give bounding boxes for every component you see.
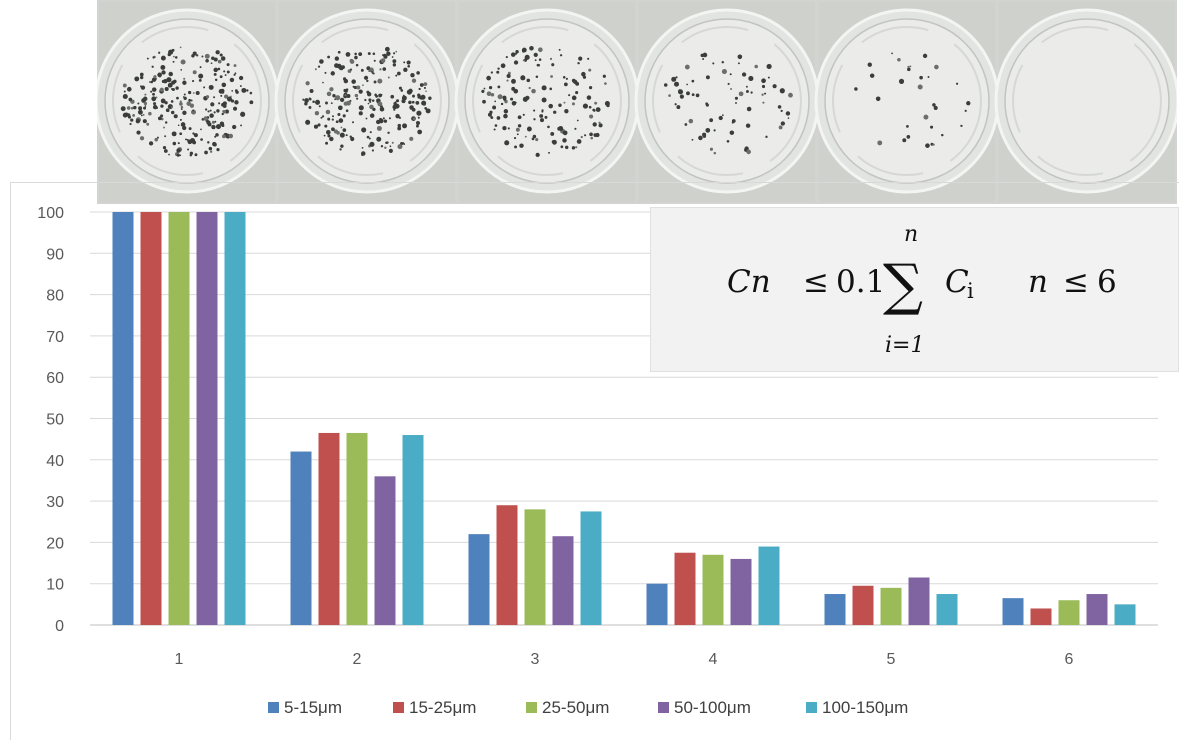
bar (647, 584, 668, 625)
bar (113, 212, 134, 625)
bar (141, 212, 162, 625)
bar (225, 212, 246, 625)
bar (581, 511, 602, 625)
legend-swatch (806, 702, 817, 713)
formula-term-subscript: i (967, 279, 974, 303)
sigma-symbol: ∑ (883, 253, 923, 318)
x-tick-label: 3 (531, 651, 540, 668)
bar (1031, 608, 1052, 625)
legend-swatch (268, 702, 279, 713)
formula-term: C (945, 264, 969, 300)
sum-upper-limit: n (904, 222, 918, 247)
x-tick-label: 6 (1065, 651, 1074, 668)
formula-box: Cn ≤ 0.1 ∑ n i=1 C i n ≤ 6 (650, 207, 1179, 372)
bar (169, 212, 190, 625)
bar (675, 553, 696, 625)
y-tick-label: 0 (55, 618, 64, 635)
y-tick-label: 20 (46, 535, 64, 552)
y-tick-label: 80 (46, 288, 64, 305)
legend-label: 15-25μm (409, 698, 476, 717)
x-axis-ticks: 1 2 3 4 5 6 (175, 651, 1074, 668)
bar (731, 559, 752, 625)
legend-label: 50-100μm (674, 698, 751, 717)
bar (347, 433, 368, 625)
x-tick-label: 1 (175, 651, 184, 668)
legend-swatch (658, 702, 669, 713)
bar (403, 435, 424, 625)
x-tick-label: 2 (353, 651, 362, 668)
formula-leq: ≤ (803, 264, 829, 300)
legend-swatch (393, 702, 404, 713)
y-axis-ticks: 0 10 20 30 40 50 60 70 80 90 100 (37, 205, 64, 635)
legend: 5-15μm 15-25μm 25-50μm 50-100μm 100-150μm (268, 698, 908, 717)
bar (197, 212, 218, 625)
y-tick-label: 90 (46, 246, 64, 263)
y-tick-label: 100 (37, 205, 64, 222)
bar (1003, 598, 1024, 625)
bar (1087, 594, 1108, 625)
y-tick-label: 10 (46, 577, 64, 594)
y-tick-label: 30 (46, 494, 64, 511)
bar (1059, 600, 1080, 625)
bar (825, 594, 846, 625)
legend-label: 100-150μm (822, 698, 908, 717)
bar (553, 536, 574, 625)
bar (703, 555, 724, 625)
bar (853, 586, 874, 625)
formula-rhs-value: 6 (1097, 264, 1117, 300)
bar (469, 534, 490, 625)
bar (909, 578, 930, 625)
formula: Cn ≤ 0.1 ∑ n i=1 C i n ≤ 6 (651, 208, 1179, 373)
formula-coefficient: 0.1 (836, 264, 885, 300)
bar (525, 509, 546, 625)
formula-leq: ≤ (1063, 264, 1089, 300)
legend-label: 25-50μm (542, 698, 609, 717)
bar (291, 452, 312, 625)
x-tick-label: 4 (709, 651, 718, 668)
legend-swatch (526, 702, 537, 713)
bar (881, 588, 902, 625)
bar (497, 505, 518, 625)
formula-lhs: Cn (727, 264, 771, 300)
bar (1115, 604, 1136, 625)
y-tick-label: 50 (46, 412, 64, 429)
y-tick-label: 40 (46, 453, 64, 470)
sum-lower-limit: i=1 (885, 333, 924, 358)
legend-label: 5-15μm (284, 698, 342, 717)
y-tick-label: 60 (46, 370, 64, 387)
bar (375, 476, 396, 625)
formula-rhs-variable: n (1028, 264, 1048, 300)
bar (937, 594, 958, 625)
x-tick-label: 5 (887, 651, 896, 668)
y-tick-label: 70 (46, 329, 64, 346)
bar (759, 547, 780, 625)
bar (319, 433, 340, 625)
